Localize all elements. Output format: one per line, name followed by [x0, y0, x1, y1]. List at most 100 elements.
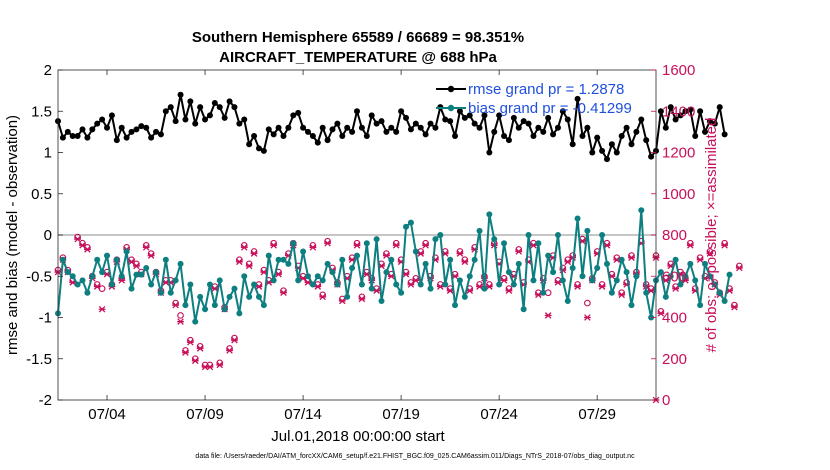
rmse-point — [422, 131, 429, 138]
x-axis-label: Jul.01,2018 00:00:00 start — [271, 428, 445, 445]
rmse-point — [412, 120, 419, 127]
bias-point — [422, 260, 429, 267]
bias-point — [535, 240, 542, 247]
bias-point — [270, 277, 277, 284]
obs-assimilated-point — [133, 262, 140, 270]
y-right-tick-label: 600 — [662, 268, 687, 285]
obs-assimilated-point — [338, 297, 346, 305]
obs-assimilated-point — [618, 291, 626, 299]
rmse-point — [574, 95, 581, 102]
bias-point — [447, 256, 454, 263]
obs-assimilated-point — [142, 244, 150, 251]
y-axis-label: rmse and bias (model - observation) — [4, 115, 21, 355]
chart-subtitle: AIRCRAFT_TEMPERATURE @ 688 hPa — [219, 49, 497, 66]
obs-assimilated-point — [353, 242, 361, 249]
bias-point — [589, 277, 596, 284]
y-axis-ticks: -2 -1.5 -1 -0.5 0 0.5 1 1.5 2 — [26, 62, 63, 409]
bias-point — [633, 273, 640, 280]
rmse-point — [461, 114, 468, 121]
obs-assimilated-point — [500, 277, 508, 284]
obs-assimilated-point — [84, 246, 91, 253]
y-right-tick-label: 1400 — [662, 103, 695, 120]
obs-assimilated-point — [226, 347, 233, 354]
bias-point — [471, 256, 478, 263]
bias-point — [368, 285, 375, 292]
rmse-point — [197, 104, 204, 111]
bias-point — [398, 289, 405, 296]
bias-point — [123, 248, 130, 255]
rmse-point — [550, 131, 557, 138]
rmse-point — [545, 114, 552, 121]
bias-point — [344, 293, 351, 300]
rmse-point — [79, 126, 86, 133]
bias-point — [466, 273, 473, 280]
rmse-point — [236, 120, 243, 127]
rmse-point — [260, 147, 267, 154]
rmse-point — [295, 109, 302, 116]
obs-assimilated-point — [206, 363, 214, 371]
rmse-point — [677, 112, 684, 119]
bias-point — [113, 256, 120, 263]
rmse-point — [383, 128, 390, 135]
bias-point — [285, 260, 292, 267]
obs-assimilated-point — [216, 361, 224, 369]
bias-point — [358, 281, 365, 288]
rmse-point — [633, 128, 640, 135]
obs-assimilated-point — [721, 242, 729, 249]
y-tick-label: 1.5 — [31, 103, 52, 120]
rmse-point — [417, 124, 424, 131]
rmse-point — [138, 123, 145, 130]
bias-point — [432, 236, 439, 243]
rmse-point — [697, 108, 704, 115]
obs-assimilated-point — [672, 285, 680, 292]
bias-point — [153, 269, 160, 276]
bias-point — [486, 211, 493, 218]
bias-point — [211, 302, 218, 309]
obs-assimilated-point — [231, 336, 238, 344]
bias-point — [177, 260, 184, 267]
bias-point — [314, 273, 321, 280]
rmse-point — [255, 145, 262, 152]
rmse-point — [211, 100, 218, 106]
bias-point — [515, 260, 522, 267]
bias-point — [304, 273, 311, 280]
bias-point — [334, 281, 341, 288]
obs-assimilated-point — [598, 283, 606, 290]
obs-assimilated-point — [530, 242, 537, 249]
obs-assimilated-point — [686, 242, 694, 249]
obs-assimilated-point — [250, 250, 258, 257]
bias-point — [64, 269, 71, 276]
rmse-point — [363, 133, 370, 139]
rmse-point — [192, 120, 199, 127]
bias-point — [89, 273, 96, 280]
rmse-point — [554, 124, 561, 131]
obs-assimilated-point — [191, 357, 199, 365]
bias-point — [427, 285, 434, 292]
rmse-point — [692, 133, 699, 139]
rmse-point — [672, 116, 679, 123]
rmse-point — [157, 131, 164, 138]
rmse-point — [378, 118, 385, 125]
rmse-point — [285, 124, 292, 131]
rmse-point — [564, 116, 571, 123]
bias-point — [280, 256, 287, 263]
bias-point — [510, 281, 517, 288]
rmse-point — [94, 120, 101, 127]
bias-point — [339, 256, 346, 263]
obs-assimilated-point — [93, 283, 101, 290]
rmse-point — [716, 104, 723, 111]
obs-assimilated-point — [240, 244, 248, 251]
rmse-point — [202, 116, 209, 123]
bias-point — [623, 269, 630, 276]
rmse-point — [432, 124, 439, 131]
rmse-point — [623, 124, 630, 131]
bias-point — [452, 302, 459, 309]
bias-point — [520, 306, 527, 313]
bias-point — [118, 273, 125, 280]
bias-point — [638, 207, 645, 214]
bias-point — [69, 273, 76, 280]
bias-point — [721, 298, 728, 304]
rmse-point — [143, 124, 150, 131]
bias-point — [545, 252, 552, 259]
bias-point — [94, 256, 101, 263]
